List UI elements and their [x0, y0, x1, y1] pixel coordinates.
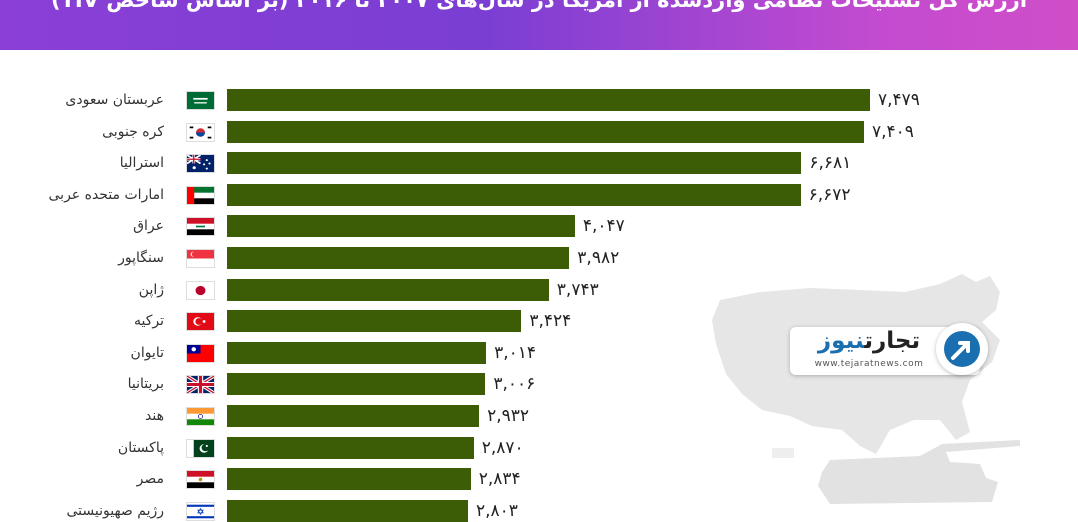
category-label: عراق	[133, 218, 164, 235]
chart-row: پاکستان ۲,۸۷۰	[0, 436, 1078, 459]
category-label: ژاپن	[138, 281, 164, 298]
chart-title: ارزش کل تسلیحات نظامی واردشده از امریکا …	[50, 0, 1028, 12]
bar	[227, 278, 549, 301]
value-label: ۳,۷۴۳	[556, 279, 599, 300]
arrow-icon	[951, 341, 970, 360]
pakistan-flag	[186, 438, 215, 458]
bar	[227, 247, 570, 269]
value-label: ۲,۸۰۳	[476, 500, 518, 521]
chart-row: رژیم صهیونیستی ۲,۸۰۳	[0, 499, 1078, 522]
value-label: ۲,۸۷۰	[481, 437, 524, 458]
value-label: ۳,۰۰۶	[493, 374, 536, 395]
category-label: عربستان سعودی	[65, 92, 164, 108]
chart-row: کره جنوبی ۷,۴۰۹	[0, 120, 1078, 143]
value-label: ۶,۶۷۲	[808, 184, 851, 205]
value-label: ۴,۰۴۷	[582, 216, 625, 237]
turkey-flag	[186, 312, 215, 332]
category-label: ترکیه	[133, 313, 164, 330]
category-label: تایوان	[130, 344, 164, 361]
category-label: هند	[145, 408, 164, 424]
bar	[227, 215, 575, 238]
value-label: ۶,۶۸۱	[809, 153, 852, 174]
japan-flag	[186, 280, 215, 300]
bar	[227, 436, 474, 459]
value-label: ۷,۴۰۹	[872, 121, 914, 142]
category-label: رژیم صهیونیستی	[66, 502, 165, 519]
india-flag	[186, 407, 215, 426]
logo-text-dark: تجارت	[864, 328, 921, 354]
category-label: مصر	[136, 471, 164, 488]
value-label: ۲,۹۳۲	[487, 406, 530, 426]
bar	[227, 499, 468, 522]
chart-row: بریتانیا ۳,۰۰۶	[0, 373, 1078, 396]
tejaratnews-logo: تجارتنیوز www.tejaratnews.com	[790, 323, 988, 379]
chart-row: سنگاپور ۳,۹۸۲	[0, 247, 1078, 269]
value-label: ۷,۴۷۹	[878, 90, 920, 110]
chart-row: تایوان ۳,۰۱۴	[0, 341, 1078, 364]
taiwan-flag	[186, 343, 215, 363]
category-label: پاکستان	[117, 439, 164, 456]
chart-row: استرالیا ۶,۶۸۱	[0, 152, 1078, 175]
chart-row: عراق ۴,۰۴۷	[0, 215, 1078, 238]
bar	[227, 183, 801, 206]
tank-silhouette	[772, 440, 1020, 504]
bar	[227, 152, 802, 175]
logo-url: www.tejaratnews.com	[814, 359, 924, 369]
bar	[227, 373, 486, 396]
value-label: ۲,۸۳۴	[478, 469, 521, 490]
bar	[227, 341, 487, 364]
chart-row: ترکیه ۳,۴۲۴	[0, 310, 1078, 333]
israel-flag	[186, 501, 215, 521]
singapore-flag	[186, 249, 215, 268]
category-label: کره جنوبی	[102, 123, 164, 140]
australia-flag	[186, 154, 215, 174]
bar	[227, 405, 480, 427]
bar	[227, 468, 471, 491]
category-label: امارات متحده عربی	[48, 186, 164, 203]
chart-row: هند ۲,۹۳۲	[0, 405, 1078, 427]
value-label: ۳,۹۸۲	[577, 248, 620, 268]
chart-row: ژاپن ۳,۷۴۳	[0, 278, 1078, 301]
iraq-flag	[186, 217, 215, 237]
logo-text: تجارتنیوز	[800, 328, 938, 354]
title-banner: ارزش کل تسلیحات نظامی واردشده از امریکا …	[0, 0, 1078, 50]
saudi-arabia-flag	[186, 91, 215, 110]
uae-flag	[186, 185, 215, 205]
egypt-flag	[186, 470, 215, 490]
uk-flag	[186, 375, 215, 395]
chart-row: عربستان سعودی ۷,۴۷۹	[0, 89, 1078, 111]
bar	[227, 120, 864, 143]
bar	[227, 310, 522, 333]
chart-row: مصر ۲,۸۳۴	[0, 468, 1078, 491]
chart-row: امارات متحده عربی ۶,۶۷۲	[0, 183, 1078, 206]
value-label: ۳,۰۱۴	[494, 342, 537, 363]
logo-text-accent: نیوز	[817, 328, 865, 354]
category-label: سنگاپور	[118, 250, 164, 266]
value-label: ۳,۴۲۴	[529, 311, 572, 332]
bar	[227, 89, 870, 111]
category-label: بریتانیا	[127, 376, 164, 393]
category-label: استرالیا	[119, 155, 164, 172]
south-korea-flag	[186, 122, 215, 142]
